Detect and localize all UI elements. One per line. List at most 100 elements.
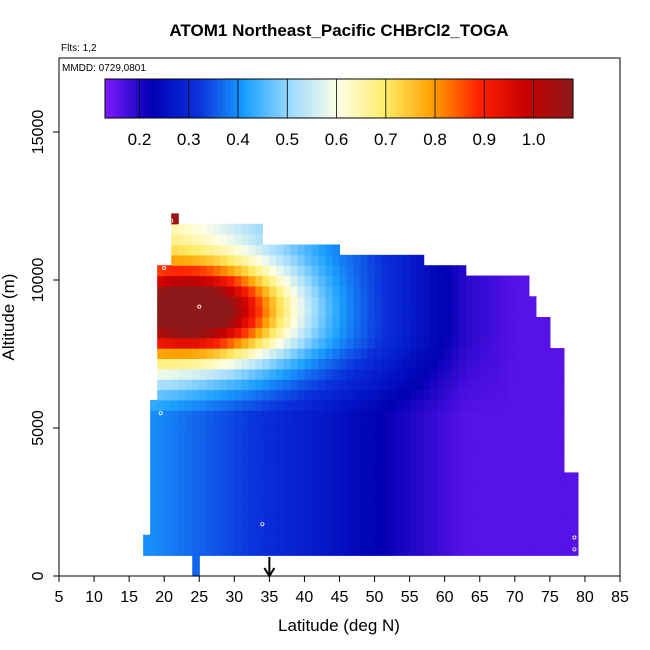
heatmap-cell	[192, 234, 200, 246]
heatmap-cell	[521, 368, 530, 380]
heatmap-cell	[332, 296, 341, 308]
heatmap-cell	[283, 254, 292, 266]
colorbar-segment	[163, 79, 168, 118]
heatmap-cell	[451, 544, 460, 556]
colorbar-segment	[233, 79, 239, 118]
heatmap-cell	[227, 265, 235, 277]
heatmap-cell	[563, 513, 572, 525]
heatmap-cell	[339, 285, 348, 297]
heatmap-cell	[388, 472, 397, 484]
heatmap-cell	[507, 513, 516, 525]
heatmap-cell	[311, 503, 320, 515]
heatmap-cell	[269, 544, 277, 556]
heatmap-cell	[437, 337, 446, 349]
heatmap-cell	[304, 513, 313, 525]
heatmap-cell	[339, 482, 348, 494]
heatmap-cell	[185, 399, 193, 411]
heatmap-cell	[199, 482, 207, 494]
colorbar-segment	[268, 79, 274, 118]
heatmap-cell	[381, 348, 390, 360]
heatmap-cell	[234, 482, 242, 494]
heatmap-cell	[178, 420, 186, 432]
heatmap-cell	[346, 482, 355, 494]
heatmap-cell	[437, 482, 446, 494]
colorbar-segment	[112, 79, 118, 118]
colorbar-segment	[108, 79, 114, 118]
heatmap-cell	[500, 296, 509, 308]
heatmap-cell	[542, 389, 551, 401]
colorbar-segment	[241, 79, 246, 118]
x-tick-label: 35	[260, 589, 278, 606]
colorbar-segment	[311, 79, 317, 118]
heatmap-cell	[164, 327, 172, 339]
heatmap-cell	[304, 368, 313, 380]
heatmap-cell	[556, 462, 565, 473]
heatmap-cell	[276, 534, 284, 546]
heatmap-cell	[297, 348, 306, 360]
heatmap-cell	[388, 544, 397, 556]
flight-point	[565, 384, 570, 389]
heatmap-cell	[199, 234, 207, 246]
heatmap-cell	[220, 462, 228, 473]
heatmap-cell	[493, 524, 502, 536]
heatmap-cell	[241, 327, 249, 339]
heatmap-cell	[213, 265, 221, 277]
heatmap-cell	[199, 513, 207, 525]
heatmap-cell	[563, 503, 572, 515]
heatmap-cell	[290, 275, 299, 287]
heatmap-cell	[311, 513, 320, 525]
heatmap-cell	[346, 327, 355, 339]
heatmap-cell	[332, 358, 341, 370]
heatmap-cell	[276, 368, 284, 380]
heatmap-cell	[542, 399, 551, 411]
heatmap-cell	[423, 389, 432, 401]
heatmap-cell	[479, 430, 488, 442]
heatmap-cell	[507, 389, 516, 401]
heatmap-cell	[262, 348, 270, 360]
colorbar-segment	[261, 79, 266, 118]
heatmap-cell	[283, 306, 292, 318]
heatmap-cell	[556, 430, 565, 442]
heatmap-cell	[332, 306, 341, 318]
heatmap-cell	[535, 337, 544, 349]
heatmap-cell	[192, 524, 200, 536]
heatmap-cell	[346, 348, 355, 360]
heatmap-cell	[185, 317, 193, 328]
colorbar-segment	[417, 79, 422, 118]
heatmap-cell	[339, 306, 348, 318]
heatmap-cell	[542, 482, 551, 494]
heatmap-cell	[430, 534, 439, 546]
heatmap-cell	[276, 265, 284, 277]
heatmap-cell	[472, 503, 481, 515]
heatmap-cell	[353, 513, 362, 525]
heatmap-cell	[178, 285, 186, 297]
heatmap-cell	[332, 544, 341, 556]
flight-point	[519, 266, 524, 271]
heatmap-cell	[570, 544, 579, 556]
heatmap-cell	[185, 410, 193, 422]
heatmap-cell	[178, 254, 186, 266]
heatmap-cell	[423, 368, 432, 380]
heatmap-cell	[423, 451, 432, 463]
heatmap-cell	[178, 379, 186, 391]
heatmap-cell	[304, 317, 313, 328]
heatmap-cell	[192, 223, 200, 235]
heatmap-cell	[213, 493, 221, 505]
heatmap-cell	[283, 275, 292, 287]
heatmap-cell	[164, 317, 172, 328]
heatmap-cell	[395, 462, 404, 473]
heatmap-cell	[353, 430, 362, 442]
heatmap-cell	[171, 493, 179, 505]
heatmap-cell	[339, 472, 348, 484]
heatmap-cell	[556, 420, 565, 432]
heatmap-cell	[241, 389, 249, 401]
heatmap-cell	[185, 265, 193, 277]
heatmap-cell	[318, 254, 327, 266]
colorbar-segment	[136, 79, 141, 118]
heatmap-cell	[381, 337, 390, 349]
heatmap-cell	[269, 462, 277, 473]
heatmap-cell	[171, 462, 179, 473]
heatmap-cell	[465, 493, 474, 505]
heatmap-cell	[451, 337, 460, 349]
heatmap-cell	[388, 379, 397, 391]
